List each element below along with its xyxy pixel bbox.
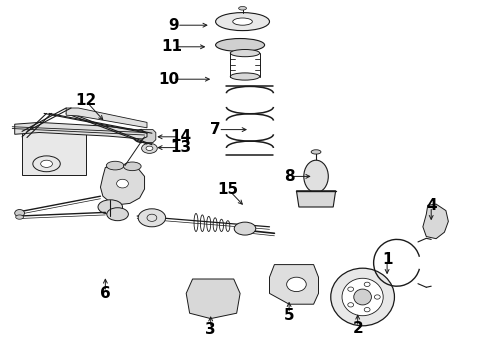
Ellipse shape [123,162,141,171]
Text: 1: 1 [382,252,392,267]
Ellipse shape [216,13,270,31]
Text: 10: 10 [158,72,180,87]
Ellipse shape [230,49,260,57]
Ellipse shape [107,208,128,221]
Ellipse shape [364,307,370,312]
Ellipse shape [106,161,124,170]
Ellipse shape [311,150,321,154]
Ellipse shape [287,277,306,292]
Ellipse shape [331,268,394,326]
Text: 6: 6 [100,286,111,301]
Text: 3: 3 [205,322,216,337]
Text: 8: 8 [284,169,294,184]
Ellipse shape [304,160,328,193]
Polygon shape [296,191,336,207]
Ellipse shape [117,179,128,188]
Polygon shape [141,130,156,143]
Text: 13: 13 [171,140,192,155]
Ellipse shape [216,39,265,51]
Ellipse shape [239,6,246,10]
Text: 15: 15 [217,181,239,197]
Ellipse shape [138,209,166,227]
Ellipse shape [364,282,370,287]
Ellipse shape [16,215,24,219]
Text: 5: 5 [284,307,294,323]
Polygon shape [66,108,147,128]
Polygon shape [100,166,145,204]
Ellipse shape [142,143,157,153]
Text: 4: 4 [426,198,437,213]
Text: 9: 9 [169,18,179,33]
Polygon shape [15,122,147,139]
Text: 7: 7 [210,122,221,137]
Polygon shape [270,265,318,304]
Ellipse shape [354,289,371,305]
Ellipse shape [146,146,153,150]
Text: 14: 14 [171,129,192,144]
Text: 12: 12 [75,93,97,108]
Ellipse shape [15,210,24,217]
Text: 11: 11 [161,39,182,54]
Ellipse shape [41,160,52,167]
Ellipse shape [230,73,260,80]
Text: 2: 2 [352,321,363,336]
Ellipse shape [374,295,380,299]
Ellipse shape [342,278,383,316]
Ellipse shape [233,18,252,25]
Ellipse shape [348,287,354,291]
Polygon shape [186,279,240,319]
Ellipse shape [234,222,256,235]
Polygon shape [423,204,448,239]
Ellipse shape [98,200,122,214]
Ellipse shape [348,303,354,307]
Bar [22,131,86,175]
